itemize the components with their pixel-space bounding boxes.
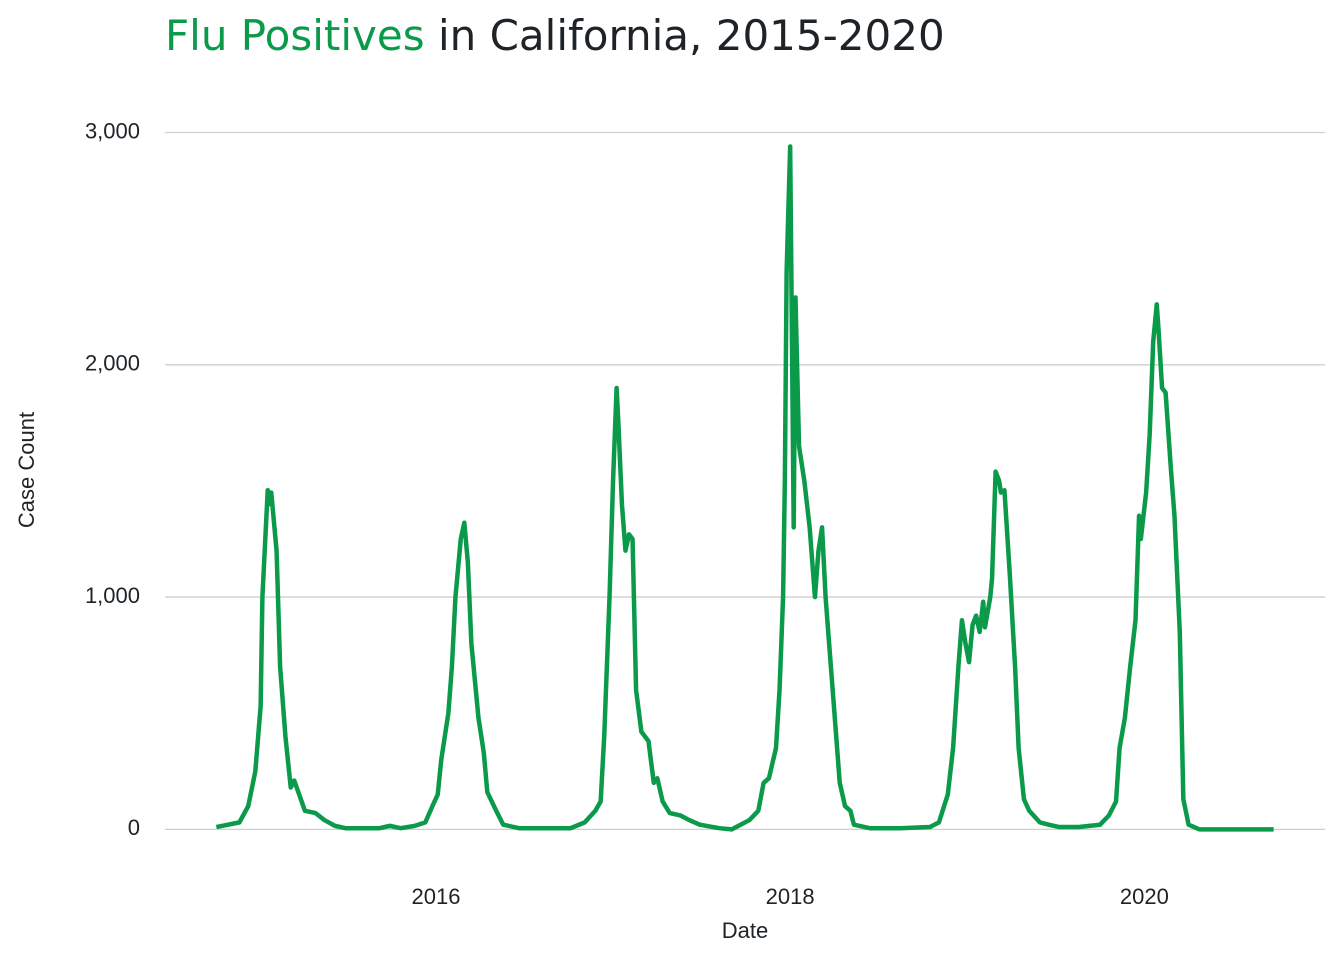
y-tick-label: 1,000 <box>85 583 140 608</box>
y-tick-label: 2,000 <box>85 351 140 376</box>
x-tick-label: 2016 <box>411 884 460 909</box>
y-tick-label: 3,000 <box>85 118 140 143</box>
y-tick-label: 0 <box>128 815 140 840</box>
x-axis-label: Date <box>722 918 768 943</box>
title-rest: in California, 2015-2020 <box>438 11 945 60</box>
x-tick-label: 2018 <box>766 884 815 909</box>
data-line <box>215 144 1274 832</box>
title-highlight: Flu Positives <box>165 11 425 60</box>
x-tick-label: 2020 <box>1120 884 1169 909</box>
y-axis-label: Case Count <box>14 412 39 528</box>
chart-title: Flu Positives in California, 2015-2020 <box>165 11 945 60</box>
